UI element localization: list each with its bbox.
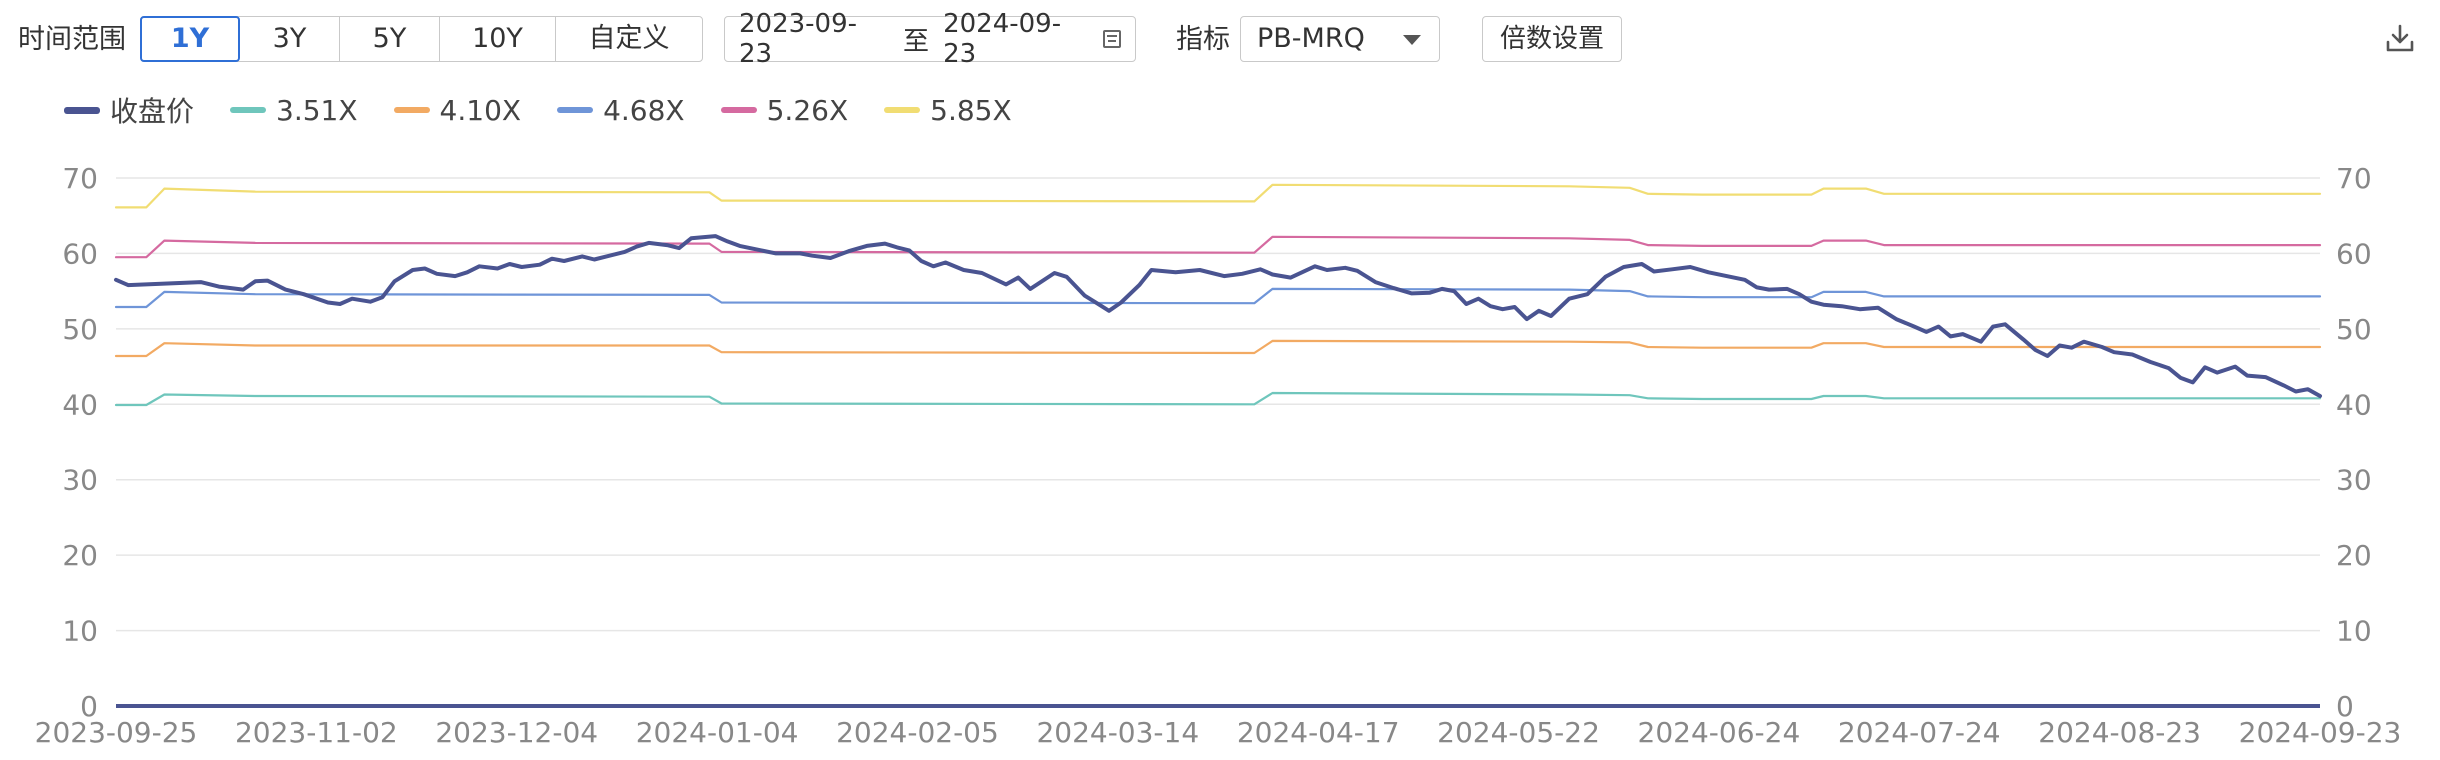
axis-layer: 0 0 10 10 20 20 30 30 40 40 50 50 60 60 70 70 2023-09-25… [35, 162, 2402, 749]
range-button-10y[interactable]: 10Y [440, 17, 556, 61]
time-range-label: 时间范围 [18, 24, 126, 55]
y-tick-label-left: 30 [62, 464, 98, 497]
toolbar: 时间范围 1Y 3Y 5Y 10Y 自定义 2023-09-23 至 2024-… [0, 9, 2440, 69]
x-tick-label: 2024-01-04 [636, 716, 799, 749]
range-button-1y[interactable]: 1Y [140, 16, 240, 62]
y-tick-label-left: 10 [62, 615, 98, 648]
x-tick-label: 2024-04-17 [1237, 716, 1400, 749]
x-tick-label: 2023-09-25 [35, 716, 198, 749]
legend-item-468x[interactable]: 4.68X [557, 94, 685, 127]
range-button-custom[interactable]: 自定义 [588, 23, 670, 54]
multiple-585x-line[interactable] [114, 183, 2322, 209]
legend-label-351x: 3.51X [276, 93, 358, 127]
legend-item-410x[interactable]: 4.10X [393, 93, 522, 127]
x-tick-label: 2023-11-02 [235, 716, 398, 749]
time-range-group: 1Y 3Y 5Y 10Y 自定义 [140, 16, 703, 62]
y-tick-label-right: 60 [2336, 237, 2372, 270]
x-tick-label: 2023-12-04 [435, 716, 598, 749]
y-tick-label-right: 70 [2336, 162, 2372, 195]
date-start: 2023-09-23 [739, 9, 858, 69]
legend-swatch-585x [884, 107, 921, 113]
y-tick-label-right: 0 [2336, 690, 2354, 723]
y-tick-label-left: 0 [80, 690, 98, 723]
y-tick-label-left: 50 [62, 313, 98, 346]
legend-label-585x: 5.85X [930, 93, 1012, 127]
close-price-line[interactable] [114, 234, 2322, 398]
multiple-settings-button[interactable]: 倍数设置 [1482, 16, 1622, 62]
legend-label-410x: 4.10X [439, 93, 522, 127]
x-tick-label: 2024-03-14 [1036, 716, 1199, 749]
metric-label: 指标 [1176, 24, 1230, 55]
range-button-3y[interactable]: 3Y [240, 17, 340, 61]
metric-select[interactable]: PB-MRQ [1240, 16, 1440, 62]
y-tick-label-right: 20 [2336, 539, 2372, 572]
legend-item-585x[interactable]: 5.85X [884, 94, 1012, 127]
range-button-5y[interactable]: 5Y [340, 17, 440, 61]
legend-swatch-351x [230, 107, 267, 113]
series-layer [114, 183, 2322, 407]
legend-label-close: 收盘价 [110, 95, 195, 128]
legend-item-526x[interactable]: 5.26X [720, 93, 849, 127]
legend-label-526x: 5.26X [766, 93, 849, 127]
multiple-468x-line[interactable] [114, 287, 2322, 309]
legend-label-468x: 4.68X [603, 93, 685, 127]
multiple-526x-line[interactable] [114, 235, 2322, 259]
y-tick-label-right: 10 [2336, 615, 2372, 648]
y-tick-label-left: 70 [62, 162, 98, 195]
legend-swatch-526x [720, 107, 757, 113]
chevron-down-icon [1403, 35, 1421, 45]
y-tick-label-right: 50 [2336, 313, 2372, 346]
legend-item-close[interactable]: 收盘价 [64, 90, 194, 130]
x-tick-label: 2024-07-24 [1838, 716, 2001, 749]
calendar-icon[interactable] [1103, 30, 1122, 48]
date-separator: 至 [903, 26, 930, 57]
y-tick-label-right: 30 [2336, 464, 2372, 497]
y-tick-label-left: 20 [62, 539, 98, 572]
x-tick-label: 2024-02-05 [836, 716, 999, 749]
y-tick-label-right: 40 [2336, 388, 2372, 421]
date-range-picker[interactable]: 2023-09-23 至 2024-09-23 [724, 9, 1136, 69]
y-tick-label-left: 60 [62, 237, 98, 270]
x-tick-label: 2024-08-23 [2038, 716, 2201, 749]
x-tick-label: 2024-09-23 [2239, 716, 2402, 749]
legend-swatch-468x [557, 107, 594, 113]
date-end: 2024-09-23 [943, 9, 1062, 69]
multiple-410x-line[interactable] [114, 339, 2322, 358]
chart-legend: 收盘价 3.51X 4.10X 4.68X 5.26X 5.85X [64, 88, 1048, 132]
legend-swatch-410x [393, 107, 430, 113]
download-icon[interactable] [2384, 22, 2416, 56]
legend-item-351x[interactable]: 3.51X [230, 94, 358, 127]
x-tick-label: 2024-05-22 [1437, 716, 1600, 749]
y-tick-label-left: 40 [62, 388, 98, 421]
metric-value: PB-MRQ [1257, 23, 1365, 54]
legend-swatch-close [64, 106, 100, 114]
x-tick-label: 2024-06-24 [1638, 716, 1801, 749]
multiple-351x-line[interactable] [114, 391, 2322, 407]
